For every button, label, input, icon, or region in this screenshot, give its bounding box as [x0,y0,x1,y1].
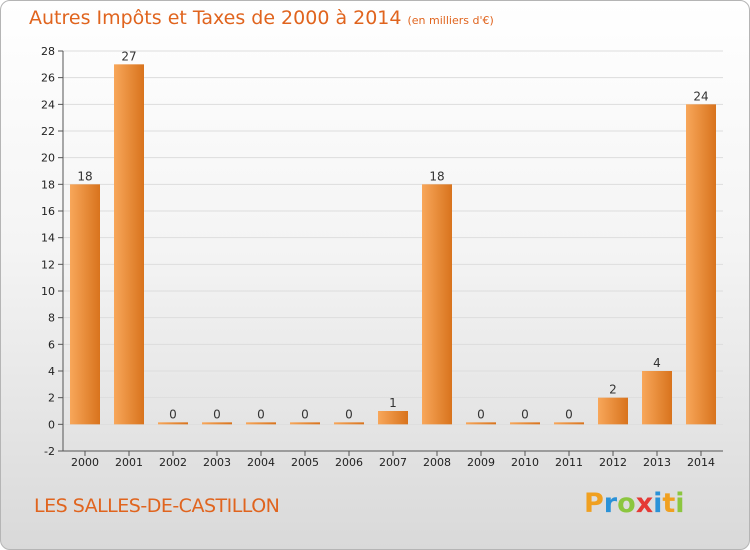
x-tick-label: 2014 [687,456,715,469]
x-tick-label: 2012 [599,456,627,469]
x-tick-label: 2010 [511,456,539,469]
y-tick-label: 14 [41,232,55,245]
x-tick-label: 2009 [467,456,495,469]
y-tick-label: 10 [41,285,55,298]
y-tick-label: 28 [41,45,55,58]
y-tick-label: 18 [41,178,55,191]
logo-letter: i [675,488,685,519]
data-label: 0 [213,407,221,421]
data-label: 0 [169,407,177,421]
y-tick-label: 6 [48,338,55,351]
data-label: 0 [477,407,485,421]
bar [158,422,188,425]
bar [642,371,672,425]
data-label: 0 [345,407,353,421]
logo-letter: r [603,488,618,519]
logo-letter: t [662,488,676,519]
y-tick-label: -2 [44,445,55,458]
y-tick-label: 4 [48,365,55,378]
bars [70,64,716,425]
x-tick-label: 2002 [159,456,187,469]
logo-letter: i [653,488,663,519]
chart-subtitle: (en milliers d'€) [407,14,494,27]
chart-title: Autres Impôts et Taxes de 2000 à 2014 (en… [29,7,494,29]
x-tick-label: 2001 [115,456,143,469]
x-tick-label: 2004 [247,456,275,469]
y-tick-label: 0 [48,418,55,431]
bar [378,411,408,425]
y-tick-label: 16 [41,205,55,218]
y-tick-label: 2 [48,392,55,405]
data-label: 1 [389,396,397,410]
logo-letter: x [635,488,654,519]
y-tick-label: 12 [41,258,55,271]
bar [598,397,628,425]
data-label: 18 [77,169,92,183]
y-tick-label: 8 [48,312,55,325]
grid-lines [63,50,723,452]
bar [202,422,232,425]
data-label: 24 [693,89,708,103]
x-tick-label: 2013 [643,456,671,469]
logo-letter: o [617,488,636,519]
data-label: 27 [121,49,136,63]
data-label: 0 [257,407,265,421]
data-label: 0 [565,407,573,421]
x-tick-label: 2011 [555,456,583,469]
bar [290,422,320,425]
bar [70,184,100,425]
data-label: 18 [429,169,444,183]
bar [554,422,584,425]
data-label: 4 [653,356,661,370]
bar [422,184,452,425]
data-label: 0 [521,407,529,421]
y-tick-label: 22 [41,125,55,138]
x-tick-label: 2006 [335,456,363,469]
data-label: 2 [609,383,617,397]
y-tick-label: 20 [41,152,55,165]
bar [510,422,540,425]
x-tick-label: 2003 [203,456,231,469]
bar [246,422,276,425]
chart-title-text: Autres Impôts et Taxes de 2000 à 2014 [29,7,402,29]
x-tick-label: 2008 [423,456,451,469]
x-tick-label: 2000 [71,456,99,469]
data-label: 0 [301,407,309,421]
y-tick-label: 26 [41,72,55,85]
x-tick-label: 2007 [379,456,407,469]
place-name: LES SALLES-DE-CASTILLON [34,495,280,517]
proxiti-logo[interactable]: Proxiti [584,488,685,519]
bar [334,422,364,425]
bar [114,64,144,425]
bar [466,422,496,425]
x-tick-label: 2005 [291,456,319,469]
y-tick-label: 24 [41,98,55,111]
logo-letter: P [584,488,604,519]
bar [686,104,716,425]
